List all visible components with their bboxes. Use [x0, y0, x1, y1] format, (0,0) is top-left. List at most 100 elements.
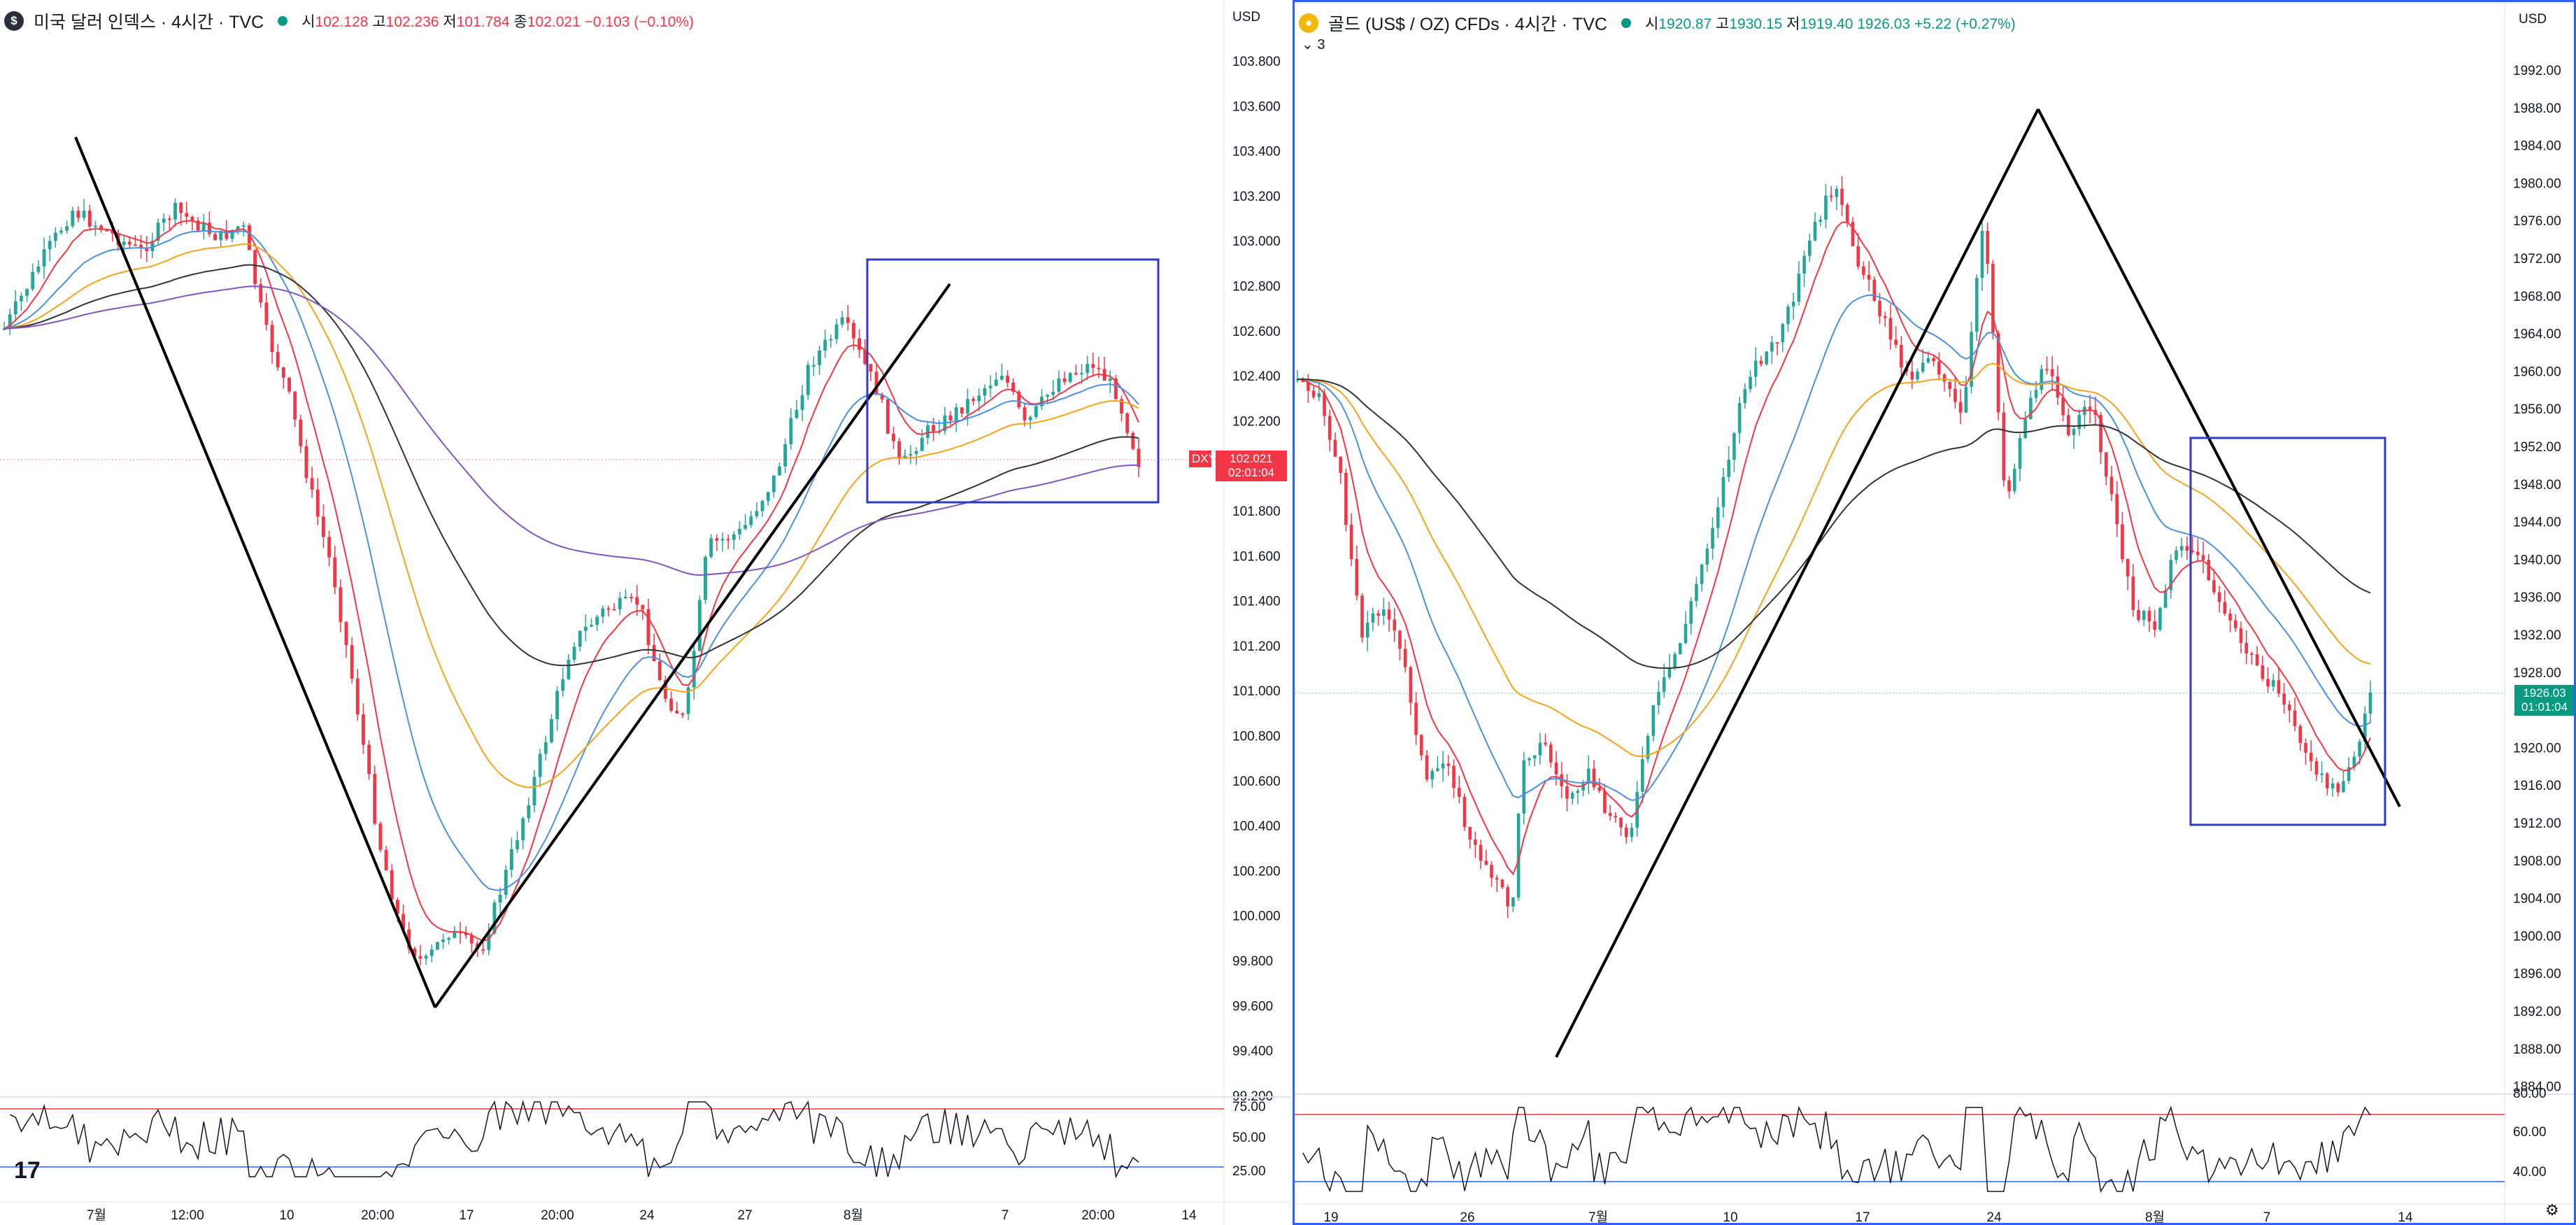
ma-orange	[3, 243, 1139, 788]
candle-body	[1560, 774, 1564, 786]
dxy-chart-pane[interactable]: 103.800 103.600 103.400 103.200 103.000 102.8…	[0, 0, 1291, 1225]
candle-body	[20, 295, 23, 302]
candle-body	[173, 202, 177, 220]
candle-body	[2196, 551, 2200, 555]
price-axis-tick: 1988.00	[2513, 101, 2561, 116]
price-axis-tick: 100.000	[1232, 909, 1281, 924]
time-axis-tick: 26	[1460, 1210, 1474, 1225]
candle-body	[892, 433, 895, 441]
price-axis-tick: 1940.00	[2513, 553, 2561, 567]
candle-body	[1791, 302, 1795, 307]
candle-body	[1006, 376, 1009, 383]
candle-body	[469, 935, 474, 944]
candle-body	[567, 660, 571, 679]
candle-body	[287, 377, 291, 392]
dxy-currency-selector[interactable]: USD	[1232, 10, 1261, 24]
candle-body	[1108, 378, 1112, 381]
candle-body	[692, 651, 696, 688]
time-axis-tick: 7월	[87, 1208, 106, 1223]
candle-body	[1068, 373, 1072, 382]
candle-body	[572, 646, 576, 660]
trend-line	[1555, 108, 2040, 1058]
candle-body	[350, 645, 354, 679]
candle-body	[25, 289, 29, 296]
candle-body	[1137, 448, 1141, 467]
candle-body	[840, 317, 844, 325]
gold-chart-canvas[interactable]: 1992.001988.001984.001980.001976.001972.…	[1295, 2, 2576, 1225]
candle-body	[190, 216, 194, 221]
candle-body	[401, 914, 405, 930]
candle-body	[521, 818, 525, 840]
candle-body	[874, 371, 878, 395]
dxy-legend-header: $ 미국 달러 인덱스 · 4시간 · TVC 시102.128 고102.23…	[4, 6, 694, 36]
gold-currency-selector[interactable]: USD	[2519, 12, 2547, 27]
candle-body	[858, 338, 862, 350]
time-axis-tick: 24	[1986, 1210, 2002, 1225]
candle-body	[1538, 742, 1542, 756]
candle-body	[1608, 812, 1612, 816]
gold-chart-pane[interactable]: 1992.00 1988.00 1984.00 1980.00 1976.00 1972.…	[1293, 0, 2576, 1225]
candle-body	[1522, 760, 1526, 814]
candle-body	[76, 211, 80, 218]
candle-body	[1673, 653, 1677, 668]
time-axis-tick: 19	[1323, 1210, 1338, 1225]
gold-title[interactable]: 골드 (US$ / OZ) CFDs · 4시간 · TVC	[1328, 15, 1607, 34]
candle-body	[994, 379, 998, 386]
candle-body	[1835, 188, 1839, 197]
candle-body	[2067, 415, 2070, 435]
dxy-title[interactable]: 미국 달러 인덱스 · 4시간 · TVC	[34, 13, 264, 32]
settings-gear-icon[interactable]: ⚙	[2545, 1201, 2559, 1219]
price-axis-tick: 1884.00	[2513, 1080, 2561, 1095]
candle-body	[248, 225, 251, 250]
candle-body	[829, 339, 833, 341]
candle-body	[2109, 476, 2114, 495]
candle-body	[2050, 369, 2054, 376]
candle-body	[1996, 332, 2000, 413]
candle-body	[550, 718, 553, 743]
candle-body	[2115, 494, 2119, 525]
candle-body	[686, 687, 690, 714]
candle-body	[885, 399, 890, 434]
candle-body	[1781, 324, 1785, 343]
candle-body	[1301, 378, 1305, 383]
candle-body	[2271, 680, 2275, 687]
candle-body	[1425, 755, 1429, 780]
price-axis-tick: 99.800	[1232, 954, 1273, 969]
candle-body	[675, 710, 679, 714]
candle-body	[1339, 456, 1342, 474]
indicator-count-toggle[interactable]: ⌄ 3	[1302, 37, 1325, 52]
candle-body	[920, 438, 924, 451]
dxy-ohlc: 시102.128 고102.236 저101.784 종102.021 −0.1…	[301, 14, 695, 30]
candle-body	[1689, 601, 1693, 624]
candle-body	[2158, 607, 2162, 630]
candle-body	[418, 956, 422, 959]
candle-body	[2326, 773, 2329, 788]
candle-body	[1770, 342, 1774, 352]
candle-body	[504, 870, 508, 895]
candle-body	[1667, 667, 1672, 678]
price-axis-tick: 1952.00	[2513, 440, 2561, 455]
candle-body	[1532, 755, 1537, 758]
candle-body	[464, 933, 468, 935]
candle-body	[2277, 680, 2281, 694]
candle-body	[1017, 392, 1021, 408]
dxy-price-tag: 102.021 02:01:04	[1216, 451, 1287, 481]
candle-body	[583, 626, 588, 631]
price-axis-tick: 1900.00	[2513, 929, 2561, 944]
candle-body	[1403, 649, 1407, 667]
dxy-chart-canvas[interactable]: 103.800 103.600 103.400 103.200 103.000 102.8…	[0, 0, 1291, 1225]
candle-body	[2368, 692, 2372, 714]
price-axis-tick: 1932.00	[2513, 628, 2561, 643]
candle-body	[413, 948, 417, 956]
candle-body	[641, 604, 645, 609]
candle-body	[652, 644, 656, 662]
tradingview-logo-icon[interactable]: 17	[14, 1157, 41, 1184]
candle-body	[1916, 371, 1919, 380]
candle-body	[1419, 735, 1423, 756]
candle-body	[1057, 378, 1061, 392]
candle-body	[1845, 204, 1849, 222]
rsi-axis-tick: 60.00	[2513, 1125, 2547, 1140]
candle-body	[1463, 797, 1467, 827]
candle-body	[167, 218, 171, 220]
candle-body	[778, 466, 781, 476]
